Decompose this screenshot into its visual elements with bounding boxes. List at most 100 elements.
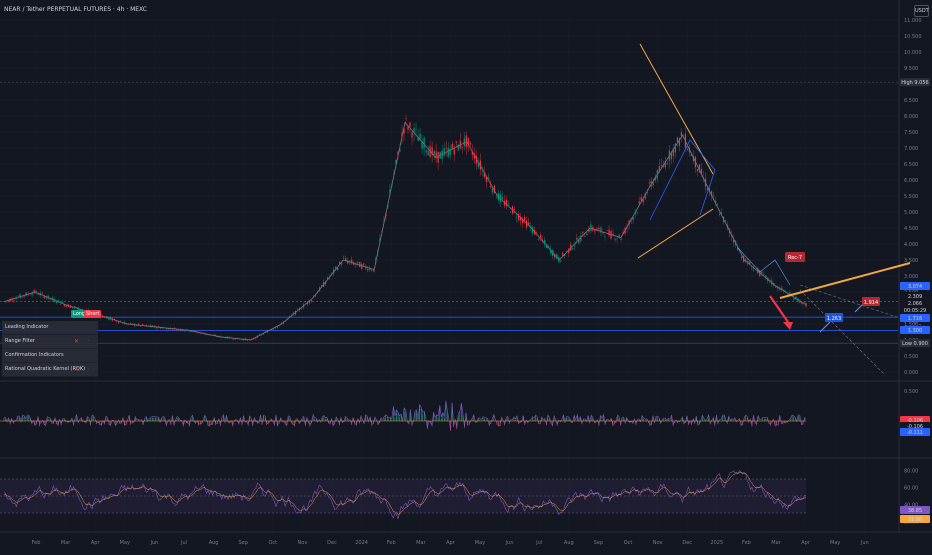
candle-body [471,151,473,155]
rsi-signal-line [3,472,807,515]
candle-body [648,182,650,183]
target-label-bg [862,297,880,306]
candle-body [23,296,25,297]
candle-body [724,220,727,221]
candle-body [375,258,377,263]
price-tick-label: 1.500 [904,322,918,328]
candle-body [479,160,481,170]
rsi-tick-label: 40.00 [904,503,918,509]
candle-body [429,145,431,158]
candle-body [467,137,469,145]
candle-body [622,232,624,234]
candle-body [9,299,11,302]
candle-body [59,303,61,305]
candle-body [735,240,737,245]
candle-body [560,260,562,262]
panel-row-rqk: Rational Quadratic Kernel (RQK) ✕ · [2,363,98,377]
candle-body [660,164,662,167]
candle-body [477,163,479,167]
candle-body [222,336,224,338]
candle-body [700,168,703,175]
price-tag-bg [900,314,930,322]
rsi-tag: 38.85 [908,508,922,514]
price-tag-bg [900,299,930,307]
candle-body [148,325,150,327]
candle-body [391,184,393,186]
candle-body [704,178,707,187]
candle-body [216,336,218,338]
candle-body [308,300,311,303]
candle-body [485,176,488,183]
rsi-tag-bg [900,506,930,514]
candle-body [335,266,337,269]
panel-row-label: Range Filter [5,338,35,344]
currency-selector[interactable]: USDT [914,5,929,17]
candle-body [312,296,315,298]
candle-body [523,217,526,221]
candle-body [55,302,57,303]
candle-body [11,298,13,301]
candle-body [128,323,130,325]
candle-body [616,238,618,239]
price-series-line [3,121,807,341]
candle-body [208,334,210,335]
price-tag: 1.716 [908,316,922,322]
candle-body [327,277,329,280]
dot-icon: · [88,366,90,372]
rsi-tick-label: 80.00 [904,469,918,475]
time-tick-label: May [120,540,130,546]
time-tick-label: Nov [298,540,308,546]
candle-body [369,267,371,270]
candle-body [614,239,616,240]
candle-body [407,126,409,130]
candle-body [25,292,27,296]
osc-tag-bg [900,428,930,436]
candle-body [465,135,467,148]
candle-body [499,194,502,202]
candle-body [286,318,289,320]
candle-body [602,232,604,234]
candle-body [212,334,214,336]
candle-body [692,155,695,162]
price-tag-bg [900,292,930,300]
candle-body [302,304,305,308]
pattern-drawing [649,139,716,221]
cross-icon: ✕ [74,366,80,373]
candle-body [397,151,399,155]
candle-body [282,322,284,324]
time-tick-label: Feb [387,540,396,546]
candle-body [475,155,477,164]
candle-body [53,298,55,302]
candle-body [387,205,389,207]
candle-body [425,150,427,153]
candle-body [33,290,35,294]
candle-body [318,287,321,291]
candle-body [206,334,208,335]
candle-body [121,322,124,324]
time-tick-label: Nov [653,540,663,546]
candle-body [459,140,461,149]
price-tick-label: 7.500 [904,130,918,136]
candle-body [600,227,602,233]
candle-body [164,327,166,329]
candle-body [5,300,7,302]
arrow-head-icon [783,322,793,330]
candle-body [140,325,142,327]
candle-body [562,252,564,257]
candle-body [240,339,242,340]
candle-body [536,231,538,233]
candle-body [642,199,644,203]
candle-body [505,199,508,207]
candle-body [439,152,441,159]
price-tick-label: 6.000 [904,178,918,184]
candle-body [413,128,415,134]
candle-body [445,148,447,150]
candle-body [236,337,238,340]
candle-body [594,229,596,232]
candle-body [351,259,353,264]
candle-body [371,270,373,272]
candle-body [310,299,313,301]
panel-row-confirmation: Confirmation Indicators [2,349,98,363]
